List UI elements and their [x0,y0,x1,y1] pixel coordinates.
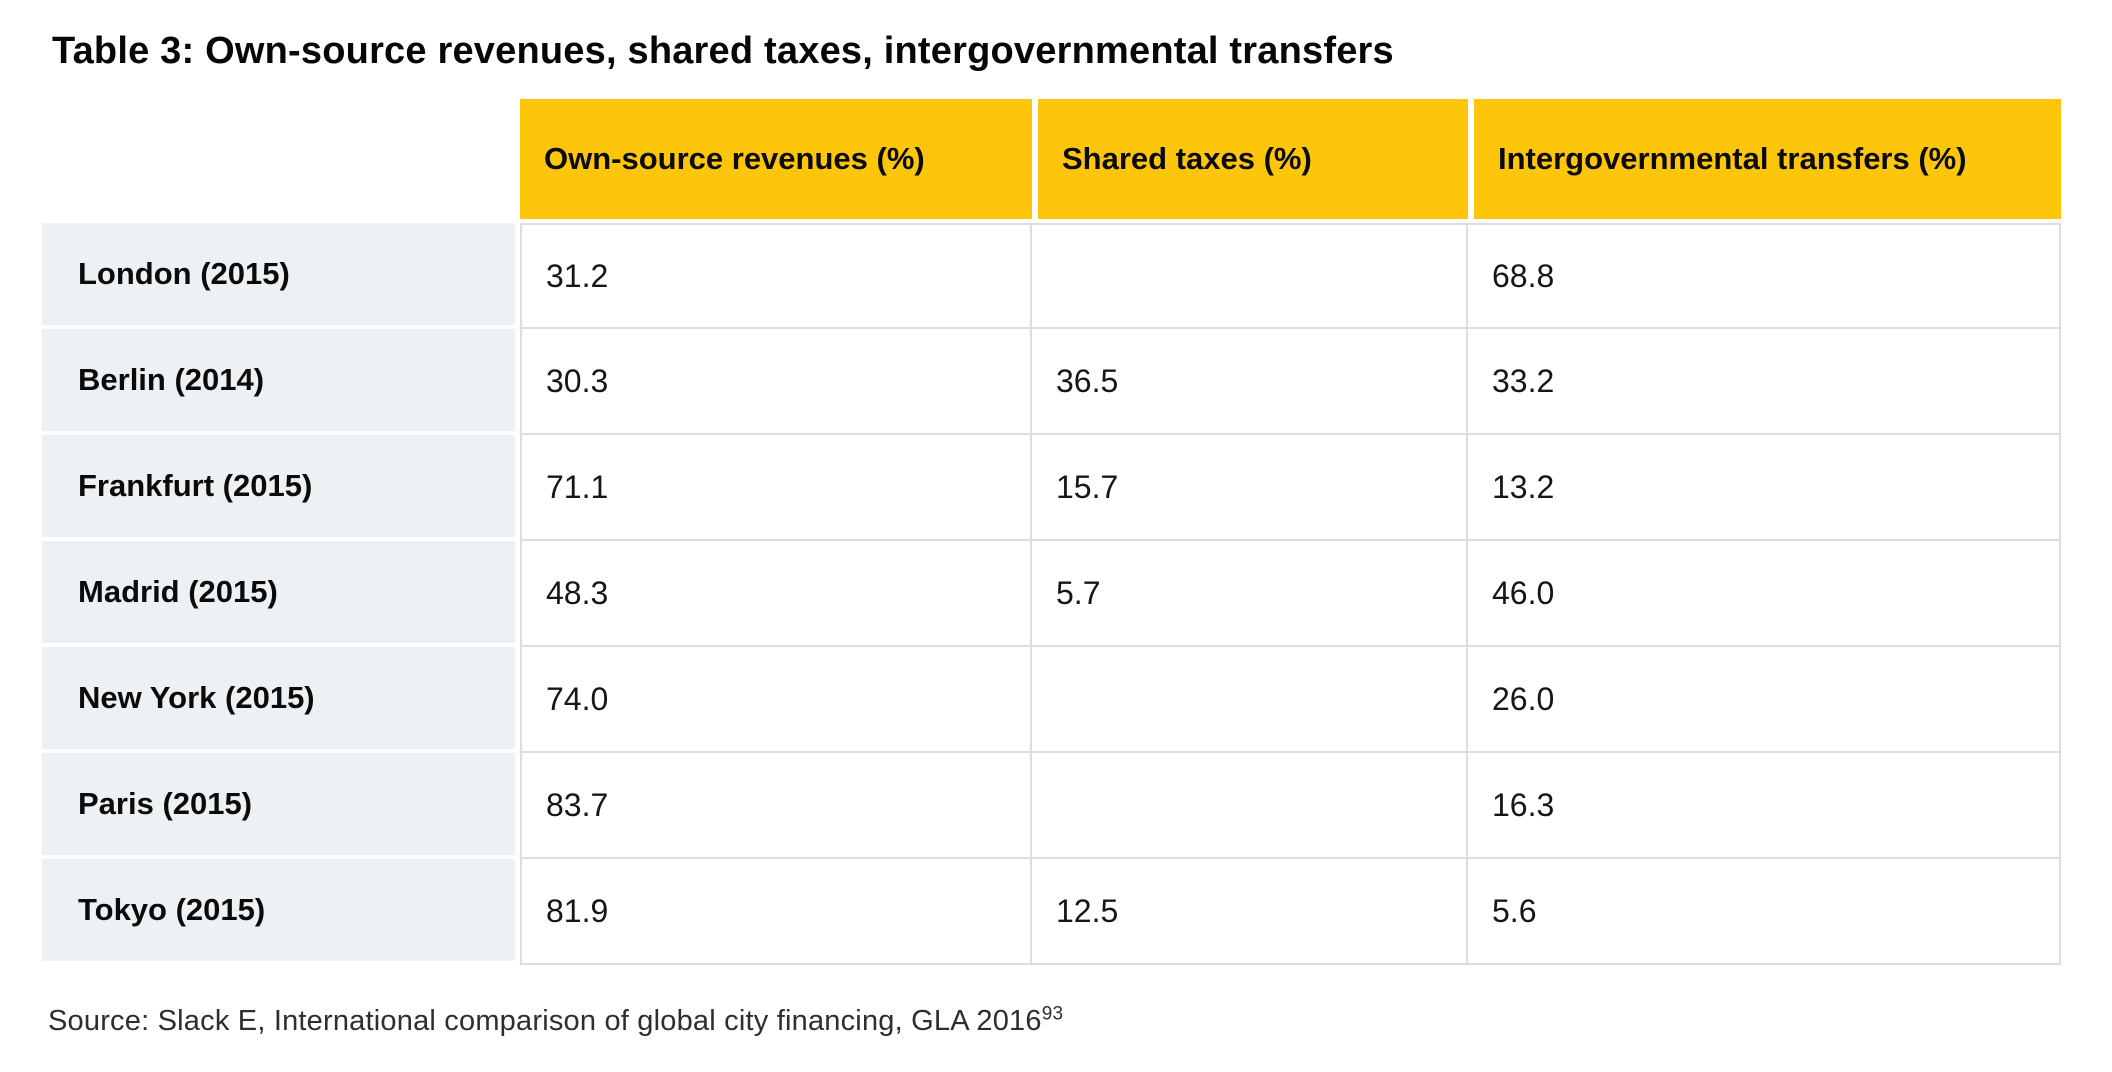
cell-own-source-revenues: 71.1 [520,435,1032,541]
table-row: New York (2015) 74.0 26.0 [42,647,2061,753]
data-table: Own-source revenues (%) Shared taxes (%)… [42,99,2061,965]
table-row: Tokyo (2015) 81.9 12.5 5.6 [42,859,2061,965]
cell-intergovernmental-transfers: 33.2 [1468,329,2061,435]
cell-shared-taxes [1032,223,1468,329]
row-label: Tokyo (2015) [42,859,520,965]
cell-own-source-revenues: 48.3 [520,541,1032,647]
table-row: London (2015) 31.2 68.8 [42,223,2061,329]
cell-own-source-revenues: 74.0 [520,647,1032,753]
cell-intergovernmental-transfers: 16.3 [1468,753,2061,859]
source-text: Source: Slack E, International compariso… [48,1005,1042,1037]
cell-own-source-revenues: 83.7 [520,753,1032,859]
row-label: Madrid (2015) [42,541,520,647]
cell-intergovernmental-transfers: 5.6 [1468,859,2061,965]
cell-intergovernmental-transfers: 68.8 [1468,223,2061,329]
cell-own-source-revenues: 30.3 [520,329,1032,435]
cell-shared-taxes [1032,647,1468,753]
cell-shared-taxes: 12.5 [1032,859,1468,965]
cell-shared-taxes: 36.5 [1032,329,1468,435]
cell-shared-taxes: 5.7 [1032,541,1468,647]
footnote-superscript: 93 [1041,1003,1064,1025]
cell-own-source-revenues: 81.9 [520,859,1032,965]
column-header-intergovernmental-transfers: Intergovernmental transfers (%) [1468,99,2061,219]
cell-own-source-revenues: 31.2 [520,223,1032,329]
column-header-own-source-revenues: Own-source revenues (%) [520,99,1032,219]
header-corner-cell [42,99,520,219]
cell-shared-taxes: 15.7 [1032,435,1468,541]
row-label: New York (2015) [42,647,520,753]
table-row: Paris (2015) 83.7 16.3 [42,753,2061,859]
table-row: Frankfurt (2015) 71.1 15.7 13.2 [42,435,2061,541]
table-row: Madrid (2015) 48.3 5.7 46.0 [42,541,2061,647]
row-label: London (2015) [42,223,520,329]
row-label: Berlin (2014) [42,329,520,435]
cell-intergovernmental-transfers: 13.2 [1468,435,2061,541]
header-row: Own-source revenues (%) Shared taxes (%)… [42,99,2061,219]
row-label: Frankfurt (2015) [42,435,520,541]
row-label: Paris (2015) [42,753,520,859]
column-header-shared-taxes: Shared taxes (%) [1032,99,1468,219]
report-page: Table 3: Own-source revenues, shared tax… [42,30,2112,1038]
source-note: Source: Slack E, International compariso… [48,1003,2112,1038]
cell-shared-taxes [1032,753,1468,859]
page-title: Table 3: Own-source revenues, shared tax… [52,30,1394,72]
cell-intergovernmental-transfers: 46.0 [1468,541,2061,647]
cell-intergovernmental-transfers: 26.0 [1468,647,2061,753]
table-body: London (2015) 31.2 68.8 Berlin (2014) 30… [42,223,2061,965]
table-row: Berlin (2014) 30.3 36.5 33.2 [42,329,2061,435]
